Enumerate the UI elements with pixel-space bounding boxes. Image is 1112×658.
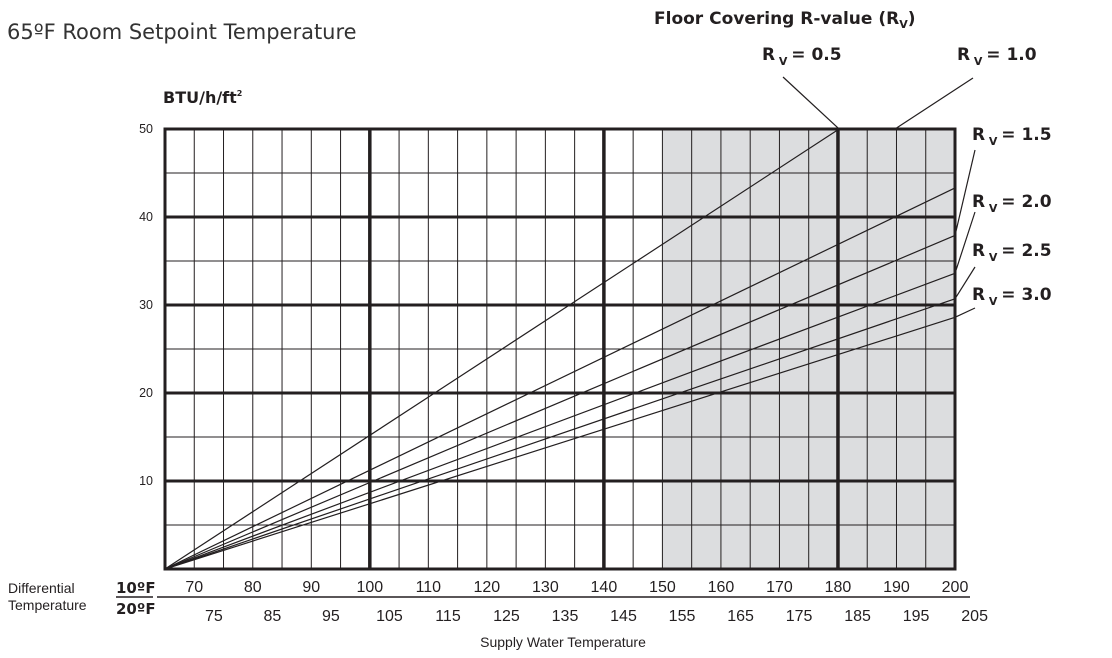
series-label-4: R V = 2.5 — [972, 241, 1052, 264]
x-tick-label-10f: 180 — [825, 579, 852, 596]
series-leader-2 — [954, 149, 976, 236]
y-tick-labels: 50 40 30 20 10 — [139, 122, 153, 488]
x-tick-label-20f: 85 — [264, 608, 282, 625]
y-tick-label: 40 — [139, 210, 153, 224]
x-tick-label-20f: 195 — [903, 608, 930, 625]
legend-title-main: Floor Covering R-value (R — [654, 9, 899, 29]
legend-title-close: ) — [908, 9, 916, 29]
series-label-2: R V = 1.5 — [972, 125, 1052, 148]
differential-label-line2: Temperature — [8, 597, 87, 613]
differential-label-line1: Differential — [8, 580, 75, 596]
legend-title-sub: V — [899, 18, 908, 31]
x-tick-label-20f: 185 — [844, 608, 871, 625]
x-tick-label-10f: 130 — [532, 579, 559, 596]
series-label-sub: V — [985, 202, 1001, 215]
series-label-5: R V = 3.0 — [972, 285, 1052, 308]
series-leader-3 — [954, 211, 976, 274]
series-label-0: R V = 0.5 — [762, 45, 842, 68]
series-label-sub: V — [985, 295, 1001, 308]
series-line-2 — [164, 234, 956, 570]
series-line-3 — [164, 272, 956, 570]
legend-title: Floor Covering R-value (RV) — [654, 9, 916, 31]
page-title: 65ºF Room Setpoint Temperature — [7, 20, 357, 44]
x-tick-label-10f: 100 — [356, 579, 383, 596]
x-tick-label-20f: 125 — [493, 608, 520, 625]
x-axis-label: Supply Water Temperature — [480, 634, 646, 650]
series-leader-5 — [954, 307, 976, 318]
series-line-4 — [164, 298, 956, 570]
series-label-value: = 3.0 — [1001, 285, 1051, 305]
x-tick-label-10f: 80 — [244, 579, 262, 596]
series-leader-0 — [782, 76, 840, 130]
x-tick-label-20f: 165 — [727, 608, 754, 625]
series-label-3: R V = 2.0 — [972, 192, 1052, 215]
series-label-sub: V — [775, 55, 791, 68]
x-tick-label-20f: 145 — [610, 608, 637, 625]
y-axis-label-main: BTU/h/ft — [163, 88, 237, 107]
x-tick-label-10f: 90 — [302, 579, 320, 596]
y-tick-label: 10 — [139, 474, 153, 488]
series-lines-layer — [164, 128, 956, 570]
x-tick-label-10f: 120 — [474, 579, 501, 596]
y-axis-label: BTU/h/ft2 — [163, 88, 242, 107]
series-label-prefix: R — [762, 45, 775, 65]
x-tick-label-20f: 135 — [552, 608, 579, 625]
series-label-prefix: R — [972, 125, 985, 145]
y-tick-label: 20 — [139, 386, 153, 400]
x-tick-label-10f: 140 — [591, 579, 618, 596]
series-label-sub: V — [985, 135, 1001, 148]
x-tick-label-10f: 110 — [416, 579, 442, 596]
x-tick-label-10f: 190 — [883, 579, 910, 596]
series-label-value: = 1.5 — [1001, 125, 1051, 145]
x-tick-label-10f: 160 — [708, 579, 735, 596]
series-label-prefix: R — [972, 192, 985, 212]
series-leader-1 — [894, 77, 974, 130]
x-tick-label-10f: 150 — [649, 579, 676, 596]
series-label-value: = 2.0 — [1001, 192, 1051, 212]
x-tick-label-10f: 70 — [185, 579, 203, 596]
series-label-sub: V — [985, 251, 1001, 264]
x-tick-label-20f: 105 — [376, 608, 403, 625]
series-label-1: R V = 1.0 — [957, 45, 1037, 68]
series-label-sub: V — [970, 55, 986, 68]
x-tick-label-20f: 115 — [435, 608, 461, 625]
series-label-prefix: R — [957, 45, 970, 65]
series-line-1 — [164, 187, 956, 570]
series-labels-layer: R V = 0.5 R V = 1.0R V = 1.5R V = 2.0R V … — [762, 45, 1052, 318]
x-tick-label-10f: 170 — [766, 579, 793, 596]
series-leader-4 — [954, 266, 976, 300]
x-tick-label-10f: 200 — [942, 579, 969, 596]
x-tick-label-20f: 175 — [786, 608, 813, 625]
y-tick-label: 30 — [139, 298, 153, 312]
grid-layer — [163, 127, 957, 571]
series-label-prefix: R — [972, 285, 985, 305]
series-label-value: = 1.0 — [986, 45, 1036, 65]
x-tick-label-20f: 205 — [961, 608, 988, 625]
x-tick-label-20f: 155 — [669, 608, 696, 625]
y-axis-label-sup: 2 — [237, 89, 243, 98]
x-tick-label-20f: 75 — [205, 608, 223, 625]
series-line-0 — [164, 128, 840, 570]
diff-20f-label: 20ºF — [116, 600, 156, 618]
plot-border — [163, 127, 957, 571]
series-label-prefix: R — [972, 241, 985, 261]
x-tick-label-20f: 95 — [322, 608, 340, 625]
series-label-value: = 2.5 — [1001, 241, 1051, 261]
y-tick-label: 50 — [139, 122, 153, 136]
series-line-5 — [164, 316, 956, 570]
x-tick-labels: 70 80 90 100 110 120 130 140 150 160 170 180 190 200 7… — [185, 579, 988, 625]
series-label-value: = 0.5 — [791, 45, 841, 65]
diff-10f-label: 10ºF — [116, 579, 156, 597]
